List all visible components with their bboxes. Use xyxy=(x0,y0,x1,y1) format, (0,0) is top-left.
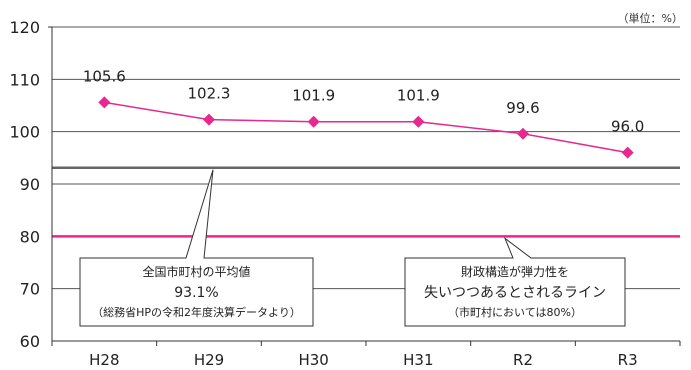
threshold-callout-text: 失いつつあるとされるライン xyxy=(424,285,606,301)
average-callout-text: 全国市町村の平均値 xyxy=(142,264,250,279)
x-tick-label: R2 xyxy=(513,351,533,369)
data-label: 99.6 xyxy=(506,99,539,117)
threshold-callout-text: 財政構造が弾力性を xyxy=(461,264,569,279)
data-point xyxy=(98,96,111,109)
x-tick-label: H30 xyxy=(298,351,328,369)
average-callout-text: 93.1% xyxy=(174,285,218,301)
y-tick-label: 80 xyxy=(20,227,40,246)
series-line xyxy=(104,101,628,154)
y-tick-label: 90 xyxy=(20,175,40,194)
data-label: 101.9 xyxy=(292,87,335,105)
average-callout-text: （総務省HPの令和2年度決算データより） xyxy=(92,305,301,319)
data-point xyxy=(203,113,215,126)
data-point xyxy=(307,115,320,128)
data-point xyxy=(621,146,634,159)
y-tick-label: 110 xyxy=(9,70,40,89)
x-tick-label: H29 xyxy=(194,351,224,369)
data-point xyxy=(412,115,425,128)
data-point xyxy=(517,127,529,140)
threshold-callout-text: （市町村においては80%） xyxy=(448,305,582,319)
y-tick-label: 70 xyxy=(20,280,40,299)
data-label: 102.3 xyxy=(188,85,231,103)
x-tick-label: H28 xyxy=(89,351,119,369)
y-tick-label: 100 xyxy=(9,123,40,142)
x-tick-label: R3 xyxy=(618,351,638,369)
y-tick-label: 60 xyxy=(20,332,40,351)
x-tick-label: H31 xyxy=(403,351,433,369)
data-label: 101.9 xyxy=(397,87,440,105)
y-tick-label: 120 xyxy=(9,18,40,37)
unit-label: （単位：%） xyxy=(617,12,683,25)
threshold-callout-box xyxy=(404,236,626,327)
average-callout-box xyxy=(79,169,314,327)
data-label: 105.6 xyxy=(83,67,126,85)
data-label: 96.0 xyxy=(611,118,644,136)
